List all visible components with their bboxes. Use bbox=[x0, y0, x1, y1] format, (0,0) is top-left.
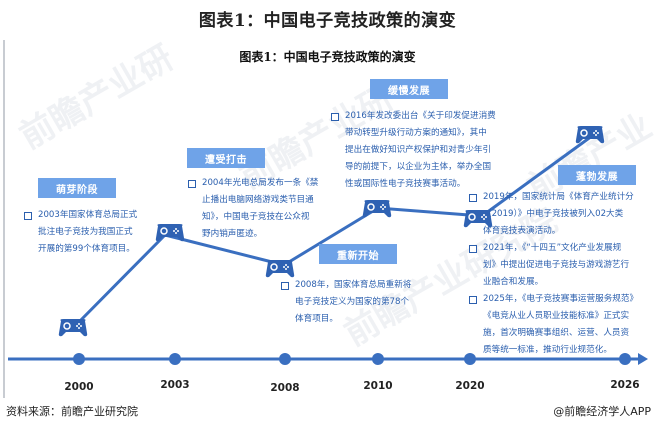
game-controller-icon bbox=[575, 125, 605, 144]
square-bullet-icon bbox=[331, 113, 339, 121]
event-2004: 2004年光电总局发布一条《禁 止播出电脑网络游戏类节目通 知》，中国电子竞技在… bbox=[188, 175, 337, 243]
stage-label-setback: 遭受打击 bbox=[187, 148, 265, 168]
year-label: 2008 bbox=[270, 382, 300, 394]
square-bullet-icon bbox=[469, 296, 477, 304]
year-label: 2026 bbox=[610, 379, 640, 391]
credit-note: @前瞻经济学人APP bbox=[553, 405, 651, 418]
diagram-frame bbox=[3, 40, 655, 398]
timeline-dots bbox=[73, 353, 631, 365]
trend-line bbox=[73, 134, 593, 328]
year-label: 2000 bbox=[64, 381, 94, 393]
event-2016: 2016年发改委出台《关于印发促进消费 带动转型升级行动方案的通知》，其中 提出… bbox=[331, 108, 515, 193]
event-2019: 2019年，国家统计局《体育产业统计分 （2019）》中电子竞技被列入02大类 … bbox=[469, 189, 653, 240]
arrow-right-icon bbox=[638, 353, 648, 365]
square-bullet-icon bbox=[24, 212, 32, 220]
stage-label-restart: 重新开始 bbox=[319, 244, 397, 264]
square-bullet-icon bbox=[188, 180, 196, 188]
year-label: 2010 bbox=[363, 380, 393, 392]
year-label: 2020 bbox=[455, 380, 485, 392]
game-controller-icon bbox=[58, 318, 88, 337]
square-bullet-icon bbox=[469, 194, 477, 202]
square-bullet-icon bbox=[469, 245, 477, 253]
stage-label-booming: 蓬勃发展 bbox=[558, 165, 636, 185]
event-2008: 2008年，国家体育总局重新将 电子竞技定义为国家的第78个 体育项目。 bbox=[281, 277, 430, 328]
source-note: 资料来源：前瞻产业研究院 bbox=[6, 405, 138, 418]
event-2025: 2025年，《电子竞技赛事运营服务规范》 《电竞从业人员职业技能标准》正式实 施… bbox=[469, 291, 653, 359]
square-bullet-icon bbox=[281, 282, 289, 290]
game-controller-icon bbox=[265, 259, 295, 278]
game-controller-icon bbox=[362, 199, 392, 218]
stage-label-sprouting: 萌芽阶段 bbox=[38, 178, 116, 198]
stage-label-slow-development: 缓慢发展 bbox=[370, 79, 448, 99]
year-label: 2003 bbox=[160, 379, 190, 391]
event-2021: 2021年，《“十四五”文化产业发展规 划》中提出促进电子竞技与游戏游艺行 业融… bbox=[469, 240, 653, 291]
event-2003: 2003年国家体育总局正式 批注电子竞技为我国正式 开展的第99个体育项目。 bbox=[24, 207, 173, 258]
diagram-title: 图表1：中国电子竞技政策的演变 bbox=[239, 50, 416, 64]
page-title: 图表1：中国电子竞技政策的演变 bbox=[198, 11, 457, 31]
